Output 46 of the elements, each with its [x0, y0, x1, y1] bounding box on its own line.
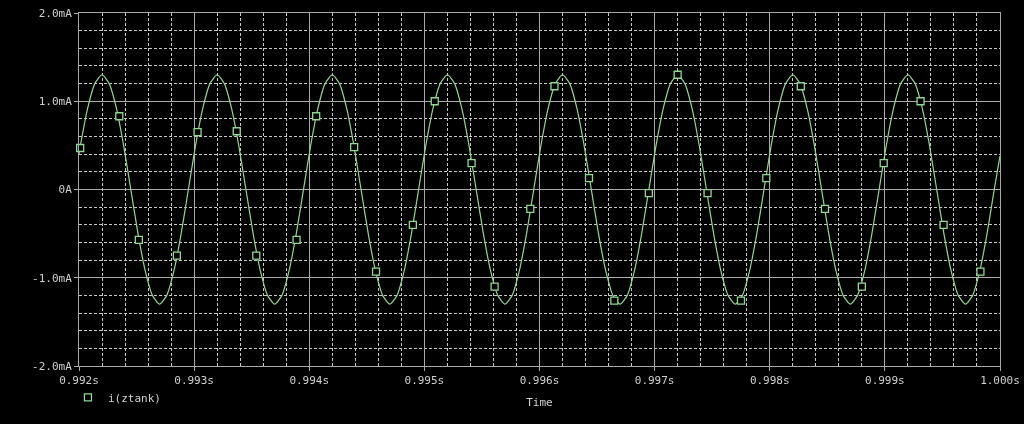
point [703, 188, 712, 198]
x-tick-label: 0.998s [749, 374, 790, 388]
point [673, 70, 682, 79]
x-tick-label: 0.996s [519, 374, 560, 388]
point [550, 82, 559, 91]
point [350, 142, 359, 152]
point [796, 82, 805, 91]
point [172, 251, 182, 260]
point [857, 282, 866, 291]
point [134, 235, 144, 244]
point [490, 282, 499, 291]
point [430, 97, 439, 106]
point [916, 97, 925, 106]
x-axis-title: Time [526, 396, 553, 410]
y-tick-label: -1.0mA [32, 271, 73, 285]
point [193, 127, 202, 137]
point [976, 267, 985, 276]
y-tick-label: 0A [58, 183, 73, 197]
x-tick-label: 0.997s [634, 374, 675, 388]
point [879, 158, 888, 168]
point [584, 173, 594, 183]
point [762, 173, 771, 183]
legend-label: i(ztank) [107, 391, 161, 405]
point [610, 296, 619, 305]
x-tick-label: 0.992s [59, 374, 99, 388]
point [312, 112, 321, 121]
point [939, 220, 948, 229]
point [736, 296, 746, 305]
point [232, 127, 241, 136]
point [467, 158, 476, 168]
x-tick-label: 0.994s [289, 374, 330, 388]
point [252, 251, 261, 260]
point [115, 112, 124, 121]
y-tick-label: -2.0mA [32, 359, 73, 373]
y-tick-label: 2.0mA [38, 6, 73, 20]
point [292, 235, 301, 244]
point [644, 188, 654, 198]
point [371, 267, 381, 276]
x-tick-label: 0.993s [174, 374, 215, 388]
y-tick-label: 1.0mA [38, 95, 73, 109]
x-tick-label: 0.999s [865, 374, 905, 388]
point [408, 220, 418, 229]
point [526, 204, 535, 214]
point [820, 204, 830, 214]
x-tick-label: 0.995s [404, 374, 445, 388]
x-tick-label: 1.000s [980, 374, 1020, 388]
